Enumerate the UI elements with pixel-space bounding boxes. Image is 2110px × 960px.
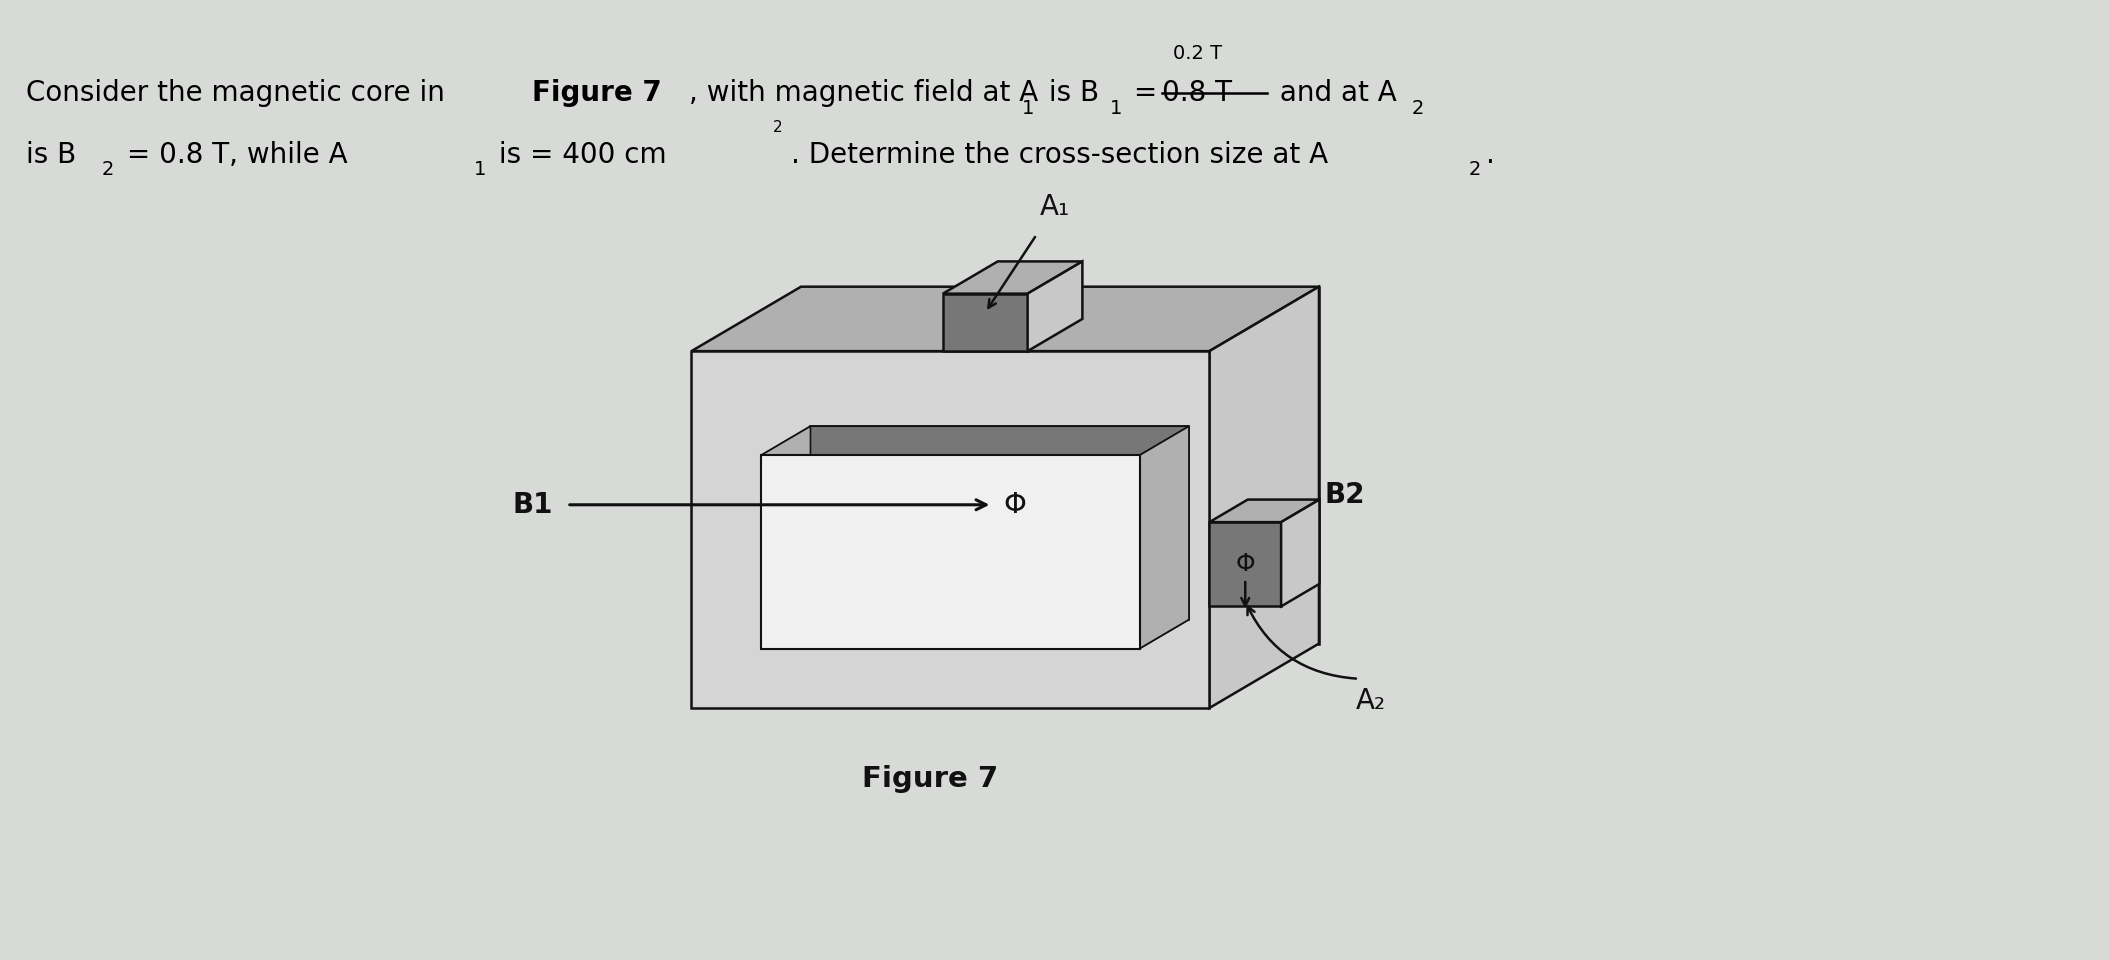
Text: 0.8 T: 0.8 T	[1163, 80, 1232, 108]
Text: Φ: Φ	[1236, 552, 1255, 576]
Text: 1: 1	[1021, 99, 1034, 118]
Polygon shape	[943, 261, 1082, 294]
Polygon shape	[810, 426, 1188, 619]
Text: is B: is B	[25, 141, 76, 169]
Text: .: .	[1485, 141, 1496, 169]
Text: 1: 1	[475, 160, 487, 180]
Text: Figure 7: Figure 7	[532, 80, 663, 108]
Polygon shape	[692, 351, 1209, 708]
Text: 1: 1	[1110, 99, 1123, 118]
Text: =: =	[1125, 80, 1156, 108]
Polygon shape	[1139, 426, 1188, 649]
Text: . Determine the cross-section size at A: . Determine the cross-section size at A	[791, 141, 1327, 169]
Text: Figure 7: Figure 7	[863, 765, 998, 793]
Polygon shape	[1028, 261, 1082, 351]
Text: = 0.8 T, while A: = 0.8 T, while A	[118, 141, 348, 169]
Text: 2: 2	[772, 120, 783, 134]
Polygon shape	[1209, 522, 1281, 607]
Text: B2: B2	[1325, 481, 1365, 509]
Text: is = 400 cm: is = 400 cm	[490, 141, 667, 169]
Text: 0.2 T: 0.2 T	[1173, 44, 1222, 63]
Text: Consider the magnetic core in: Consider the magnetic core in	[25, 80, 454, 108]
Polygon shape	[762, 455, 1139, 649]
Text: Φ: Φ	[1002, 491, 1025, 518]
Polygon shape	[802, 287, 1319, 643]
Text: B1: B1	[513, 491, 553, 518]
Polygon shape	[762, 619, 1188, 649]
Polygon shape	[1209, 499, 1319, 522]
Text: A₂: A₂	[1357, 686, 1386, 714]
Text: 2: 2	[1412, 99, 1424, 118]
Text: and at A: and at A	[1270, 80, 1397, 108]
Text: 2: 2	[1469, 160, 1481, 180]
Polygon shape	[943, 294, 1028, 351]
Polygon shape	[1281, 499, 1319, 607]
Polygon shape	[692, 287, 1319, 351]
Text: 2: 2	[101, 160, 114, 180]
Polygon shape	[1209, 287, 1319, 708]
Text: is B: is B	[1040, 80, 1099, 108]
Text: , with magnetic field at A: , with magnetic field at A	[690, 80, 1038, 108]
Polygon shape	[762, 426, 1188, 455]
Polygon shape	[762, 426, 810, 649]
Text: A₁: A₁	[1040, 193, 1070, 221]
